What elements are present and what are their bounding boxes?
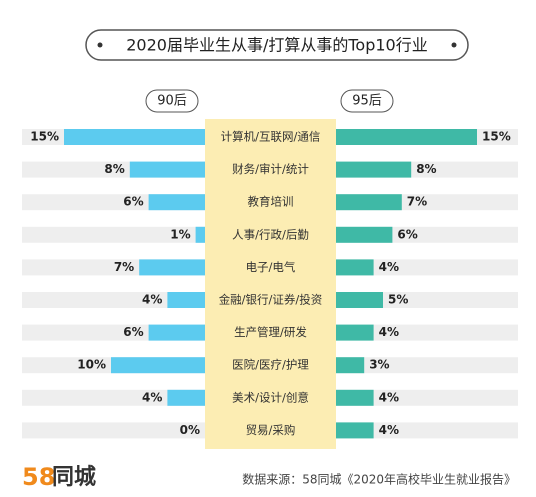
value-label: 4% — [142, 390, 162, 404]
center-band — [205, 119, 336, 449]
bar-left — [148, 324, 205, 341]
bar-right — [336, 226, 393, 243]
value-label: 1% — [170, 227, 190, 241]
row-stripe — [336, 324, 518, 341]
bar-left — [167, 389, 205, 406]
logo-number: 58 — [22, 463, 55, 491]
value-label: 15% — [30, 130, 59, 144]
category-label: 计算机/互联网/通信 — [221, 130, 321, 144]
value-label: 3% — [369, 358, 389, 372]
bar-right — [336, 161, 412, 178]
title-pill — [85, 29, 469, 61]
value-label: 4% — [379, 325, 399, 339]
category-label: 美术/设计/创意 — [232, 390, 309, 404]
value-label: 8% — [104, 162, 124, 176]
category-label: 贸易/采购 — [246, 423, 296, 437]
legend-pill — [340, 89, 394, 113]
value-label: 5% — [388, 293, 408, 307]
bar-left — [111, 357, 205, 374]
bar-left — [129, 161, 205, 178]
value-label: 6% — [123, 325, 143, 339]
category-label: 医院/医疗/护理 — [232, 358, 309, 372]
category-label: 教育培训 — [248, 195, 294, 209]
row-stripe — [22, 226, 205, 243]
value-label: 6% — [123, 195, 143, 209]
category-label: 电子/电气 — [246, 260, 296, 274]
bar-right — [336, 357, 365, 374]
row-stripe — [22, 292, 205, 308]
bar-right — [336, 194, 402, 211]
bar-right — [336, 292, 383, 308]
row-stripe — [336, 357, 518, 374]
title-dot — [451, 42, 457, 48]
bar-right — [336, 324, 374, 341]
row-stripe — [336, 422, 518, 439]
category-label: 财务/审计/统计 — [232, 162, 309, 176]
legend-label: 95后 — [352, 94, 382, 109]
row-stripe — [336, 259, 518, 276]
bar-left — [167, 292, 205, 308]
logo-text: 同城 — [52, 464, 96, 490]
row-stripe — [336, 389, 518, 406]
value-label: 15% — [482, 130, 511, 144]
bar-left — [148, 194, 205, 211]
bar-right — [336, 129, 477, 145]
row-stripe — [22, 422, 205, 439]
value-label: 4% — [379, 423, 399, 437]
value-label: 8% — [416, 162, 436, 176]
value-label: 6% — [397, 227, 417, 241]
value-label: 7% — [114, 260, 134, 274]
category-label: 人事/行政/后勤 — [232, 227, 309, 241]
bar-left — [195, 226, 205, 243]
bar-left — [139, 259, 205, 276]
bar-right — [336, 422, 374, 439]
row-stripe — [22, 389, 205, 406]
chart-title: 2020届毕业生从事/打算从事的Top10行业 — [126, 36, 427, 55]
source: 数据来源：58同城《2020年高校毕业生就业报告》 — [242, 472, 516, 487]
bar-right — [336, 389, 374, 406]
legend-label: 90后 — [157, 94, 187, 109]
category-label: 金融/银行/证券/投资 — [219, 293, 323, 307]
legend-pill — [145, 89, 199, 113]
title-dot — [97, 42, 103, 48]
value-label: 10% — [77, 358, 106, 372]
value-label: 7% — [407, 195, 427, 209]
value-label: 0% — [180, 423, 200, 437]
category-label: 生产管理/研发 — [234, 325, 307, 339]
bar-left — [64, 129, 205, 145]
value-label: 4% — [379, 390, 399, 404]
value-label: 4% — [379, 260, 399, 274]
bar-right — [336, 259, 374, 276]
value-label: 4% — [142, 293, 162, 307]
